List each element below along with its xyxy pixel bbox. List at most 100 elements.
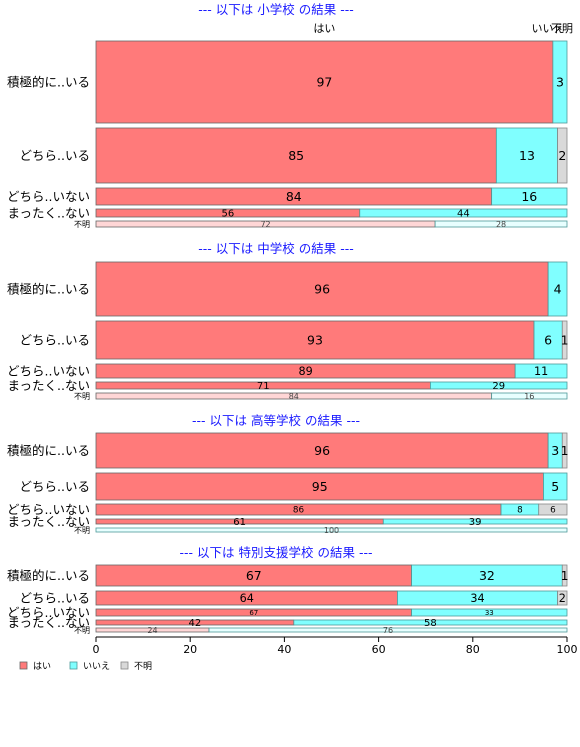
data-label: 86	[293, 506, 305, 516]
data-label: 3	[556, 75, 564, 90]
x-tick-label: 80	[466, 643, 480, 656]
data-label: 4	[554, 282, 562, 297]
bar-segment	[95, 472, 544, 501]
data-label: 6	[544, 333, 552, 348]
row-label: どちら..いる	[20, 333, 90, 348]
data-label: 11	[534, 365, 548, 378]
data-label: 29	[492, 381, 505, 392]
data-label: 32	[479, 568, 495, 583]
bar-segment	[543, 472, 568, 501]
data-label: 58	[424, 618, 437, 629]
panel-title-2: --- 以下は 高等学校 の結果 ---	[192, 413, 360, 428]
bar-segment	[208, 627, 568, 633]
data-label: 39	[469, 517, 482, 528]
legend-label: はい	[33, 661, 51, 672]
data-label: 1	[561, 568, 569, 583]
panel-title-3: --- 以下は 特別支援学校 の結果 ---	[180, 545, 373, 560]
column-header: いいえ	[532, 22, 565, 35]
row-label: どちら..いない	[7, 364, 90, 379]
bar-segment	[561, 432, 568, 469]
legend-swatch	[69, 661, 78, 670]
data-label: 97	[316, 75, 332, 90]
bar-segment	[430, 381, 568, 390]
legend-label: いいえ	[83, 661, 110, 672]
row-label: どちら..いる	[20, 148, 90, 163]
legend-label: 不明	[134, 661, 152, 672]
data-label: 61	[233, 517, 246, 528]
data-label: 28	[496, 220, 506, 229]
bar-segment	[561, 320, 568, 360]
x-tick-label: 60	[372, 643, 386, 656]
data-label: 1	[561, 443, 569, 458]
row-label: 不明	[74, 526, 90, 535]
data-label: 84	[286, 189, 302, 204]
data-label: 67	[246, 568, 262, 583]
data-label: 3	[551, 443, 559, 458]
row-label: 不明	[74, 220, 90, 229]
row-label: どちら..いない	[7, 502, 90, 517]
bar-segment	[552, 40, 568, 124]
row-label: まったく..ない	[8, 206, 90, 221]
row-label: まったく..ない	[8, 514, 90, 529]
data-label: 96	[314, 282, 330, 297]
bar-segment	[557, 590, 568, 606]
row-label: 積極的に..いる	[7, 443, 90, 458]
row-label: 積極的に..いる	[7, 568, 90, 583]
bar-segment	[561, 564, 568, 587]
data-label: 1	[561, 333, 569, 348]
data-label: 16	[524, 392, 534, 401]
data-label: 71	[257, 381, 270, 392]
panel-title-1: --- 以下は 中学校 の結果 ---	[198, 241, 353, 256]
x-tick-label: 40	[277, 643, 291, 656]
row-label: まったく..ない	[8, 378, 90, 393]
bar-segment	[95, 127, 497, 184]
bar-segment	[293, 619, 568, 626]
legend-swatch	[19, 661, 28, 670]
bar-segment	[95, 320, 535, 360]
row-label: 不明	[74, 392, 90, 401]
row-label: どちら..いない	[7, 189, 90, 204]
bar-segment	[538, 503, 568, 516]
data-label: 33	[485, 609, 494, 617]
data-label: 89	[298, 365, 312, 378]
bar-segment	[95, 261, 549, 317]
bar-segment	[95, 527, 568, 533]
row-label: 積極的に..いる	[7, 282, 90, 297]
row-label: まったく..ない	[8, 615, 90, 630]
legend-swatch	[120, 661, 129, 670]
x-tick-label: 100	[557, 643, 578, 656]
data-label: 84	[289, 392, 299, 401]
data-label: 8	[517, 506, 523, 516]
row-label: どちら..いる	[20, 591, 90, 606]
data-label: 13	[519, 148, 535, 163]
data-label: 85	[288, 148, 304, 163]
data-label: 96	[314, 443, 330, 458]
data-label: 76	[383, 626, 393, 635]
data-label: 42	[189, 618, 202, 629]
data-label: 5	[551, 479, 559, 494]
row-label: どちら..いる	[20, 479, 90, 494]
data-label: 34	[470, 592, 484, 605]
bar-segment	[495, 127, 558, 184]
data-label: 6	[550, 506, 556, 516]
bar-segment	[491, 187, 568, 206]
data-label: 16	[521, 189, 537, 204]
data-label: 95	[312, 479, 328, 494]
bar-segment	[491, 392, 568, 400]
data-label: 100	[324, 526, 339, 535]
bar-segment	[547, 261, 568, 317]
x-tick-label: 20	[183, 643, 197, 656]
row-label: 不明	[74, 626, 90, 635]
bar-segment	[95, 40, 554, 124]
x-tick-label: 0	[93, 643, 100, 656]
bar-segment	[514, 363, 568, 379]
bar-segment	[434, 220, 568, 228]
bar-segment	[411, 608, 568, 617]
data-label: 64	[240, 592, 254, 605]
data-label: 72	[260, 220, 270, 229]
column-header: はい	[313, 22, 335, 35]
data-label: 56	[222, 209, 235, 220]
bar-segment	[557, 127, 568, 184]
data-label: 67	[249, 609, 258, 617]
